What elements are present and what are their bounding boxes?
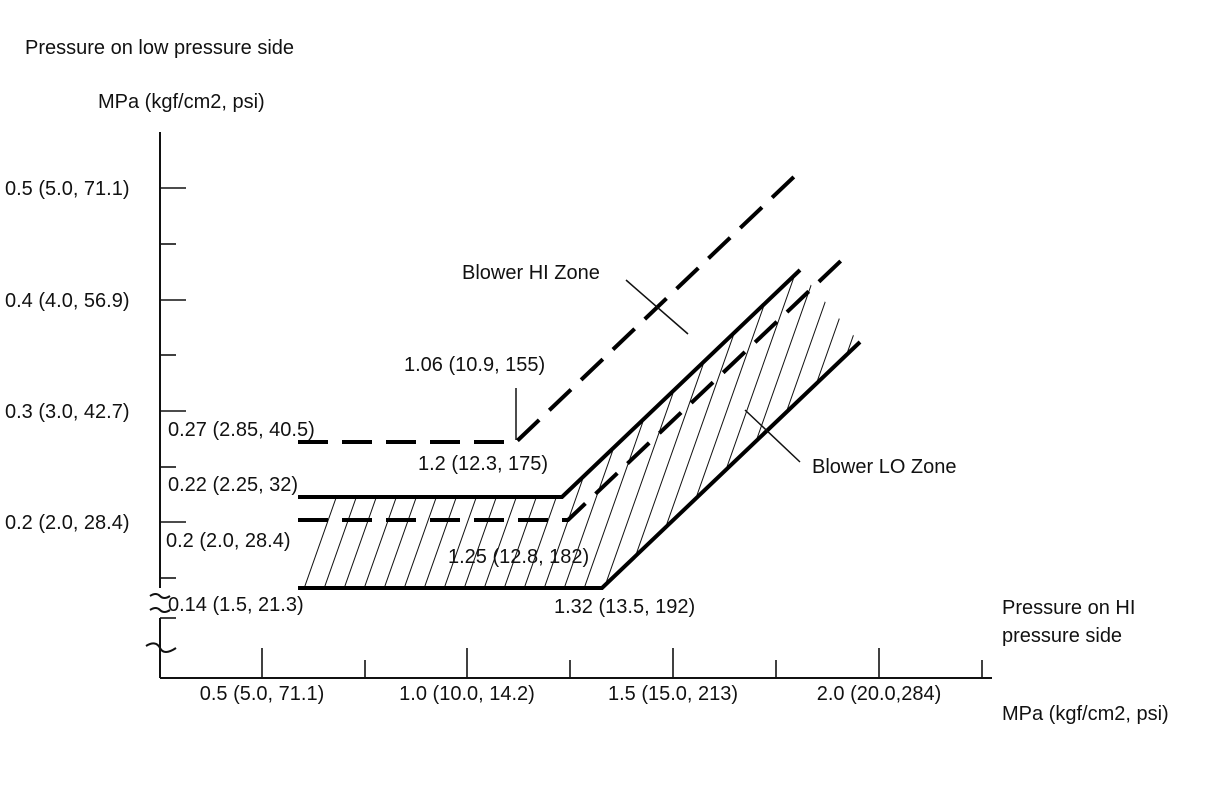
label-0.14: 0.14 (1.5, 21.3): [168, 594, 304, 616]
label-1.06: 1.06 (10.9, 155): [404, 354, 545, 376]
y-axis-title: Pressure on low pressure side: [25, 37, 294, 59]
leader-blower-lo-zone: [744, 409, 801, 463]
hatch-line: [779, 272, 860, 588]
hatch-line: [859, 272, 860, 588]
x-tick-label-2.0: 2.0 (20.0,284): [817, 683, 942, 705]
x-axis: [160, 648, 992, 679]
x-tick-label-1.0: 1.0 (10.0, 14.2): [399, 683, 535, 705]
hatch-line: [759, 272, 860, 588]
lo-zone-dashed-boundary: [298, 254, 848, 522]
hatch-line: [880, 260, 1000, 600]
hatch-line: [719, 272, 841, 588]
x-axis-title-line2: pressure side: [1002, 625, 1122, 647]
y-tick-label-0.4: 0.4 (4.0, 56.9): [5, 290, 130, 312]
label-1.2: 1.2 (12.3, 175): [418, 453, 548, 475]
blower-lo-zone-hatch: [300, 260, 1000, 600]
hatch-line: [300, 272, 421, 588]
x-axis-unit: MPa (kgf/cm2, psi): [1002, 703, 1169, 725]
hatch-line: [579, 272, 701, 588]
label-0.27: 0.27 (2.85, 40.5): [168, 419, 315, 441]
hatch-line: [679, 272, 801, 588]
y-tick-label-0.5: 0.5 (5.0, 71.1): [5, 178, 130, 200]
hatch-line: [699, 272, 821, 588]
hatch-line: [619, 272, 741, 588]
x-tick-label-1.5: 1.5 (15.0, 213): [608, 683, 738, 705]
hatch-line: [319, 272, 441, 588]
y-tick-label-0.3: 0.3 (3.0, 42.7): [5, 401, 130, 423]
label-1.25: 1.25 (12.8, 182): [448, 546, 589, 568]
label-0.2: 0.2 (2.0, 28.4): [166, 530, 291, 552]
lo-zone-lower-solid-boundary: [298, 340, 862, 590]
blower-hi-zone-label: Blower HI Zone: [462, 262, 600, 284]
x-tick-label-0.5: 0.5 (5.0, 71.1): [200, 683, 325, 705]
lo-zone-upper-solid-boundary: [298, 268, 802, 499]
hatch-line: [819, 272, 860, 588]
y-axis: [145, 132, 186, 678]
y-tick-label-0.2: 0.2 (2.0, 28.4): [5, 512, 130, 534]
hatch-line: [799, 272, 860, 588]
hatch-line: [839, 272, 860, 588]
x-axis-title-line1: Pressure on HI: [1002, 597, 1135, 619]
hatch-line: [339, 272, 461, 588]
hatch-line: [659, 272, 781, 588]
label-0.22: 0.22 (2.25, 32): [168, 474, 298, 496]
blower-lo-zone-label: Blower LO Zone: [812, 456, 957, 478]
y-axis-unit: MPa (kgf/cm2, psi): [98, 91, 265, 113]
hi-zone-dashed-boundary: [298, 169, 802, 444]
label-1.32: 1.32 (13.5, 192): [554, 596, 695, 618]
leader-blower-hi-zone: [625, 279, 689, 335]
hatch-line: [639, 272, 761, 588]
